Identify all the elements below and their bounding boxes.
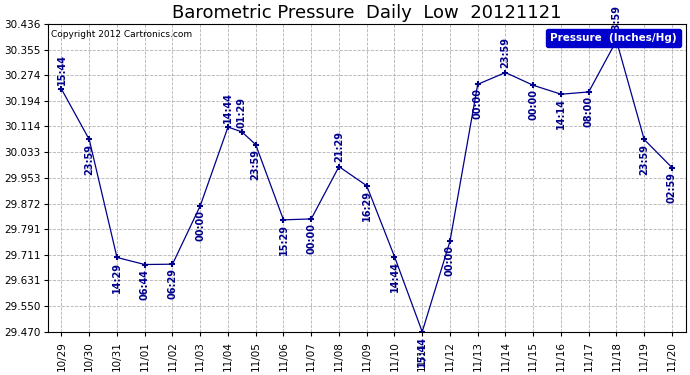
Pressure  (Inches/Hg)	[252, 142, 260, 147]
Pressure  (Inches/Hg)	[640, 137, 649, 142]
Pressure  (Inches/Hg)	[113, 255, 121, 260]
Pressure  (Inches/Hg)	[238, 130, 246, 134]
Pressure  (Inches/Hg)	[473, 82, 482, 87]
Pressure  (Inches/Hg)	[418, 330, 426, 334]
Pressure  (Inches/Hg)	[446, 239, 454, 243]
Text: 23:59: 23:59	[639, 144, 649, 175]
Text: 23:59: 23:59	[250, 149, 261, 180]
Pressure  (Inches/Hg)	[668, 165, 676, 170]
Text: 00:00: 00:00	[473, 88, 483, 120]
Text: 21:29: 21:29	[334, 131, 344, 162]
Text: Copyright 2012 Cartronics.com: Copyright 2012 Cartronics.com	[51, 30, 192, 39]
Text: 14:29: 14:29	[112, 262, 122, 292]
Legend: Pressure  (Inches/Hg): Pressure (Inches/Hg)	[546, 29, 680, 47]
Text: 08:00: 08:00	[584, 96, 593, 127]
Text: 00:00: 00:00	[529, 90, 538, 120]
Text: 14:44: 14:44	[223, 92, 233, 123]
Pressure  (Inches/Hg)	[224, 125, 232, 129]
Pressure  (Inches/Hg)	[529, 83, 538, 87]
Pressure  (Inches/Hg)	[612, 38, 620, 43]
Text: 00:00: 00:00	[306, 223, 316, 254]
Text: 15:29: 15:29	[279, 224, 288, 255]
Text: 00:00: 00:00	[445, 245, 455, 276]
Text: 23:59: 23:59	[611, 6, 622, 36]
Pressure  (Inches/Hg)	[584, 90, 593, 94]
Text: 06:44: 06:44	[140, 268, 150, 300]
Text: 14:14: 14:14	[556, 98, 566, 129]
Pressure  (Inches/Hg)	[502, 70, 510, 75]
Pressure  (Inches/Hg)	[141, 262, 149, 267]
Text: 01:29: 01:29	[237, 97, 247, 128]
Pressure  (Inches/Hg)	[85, 137, 93, 142]
Pressure  (Inches/Hg)	[557, 92, 565, 96]
Text: 16:29: 16:29	[362, 190, 372, 221]
Pressure  (Inches/Hg)	[307, 217, 315, 221]
Text: 15:44: 15:44	[57, 54, 66, 85]
Pressure  (Inches/Hg)	[362, 183, 371, 188]
Text: 00:00: 00:00	[195, 210, 205, 241]
Pressure  (Inches/Hg)	[391, 254, 399, 259]
Line: Pressure  (Inches/Hg): Pressure (Inches/Hg)	[58, 37, 676, 335]
Pressure  (Inches/Hg)	[279, 217, 288, 222]
Text: 06:29: 06:29	[168, 268, 177, 299]
Text: 14:44: 14:44	[389, 261, 400, 292]
Title: Barometric Pressure  Daily  Low  20121121: Barometric Pressure Daily Low 20121121	[172, 4, 562, 22]
Text: 23:59: 23:59	[84, 144, 95, 175]
Text: 02:59: 02:59	[667, 172, 677, 203]
Text: 23:59: 23:59	[500, 38, 511, 68]
Text: 15:44: 15:44	[417, 336, 427, 367]
Pressure  (Inches/Hg)	[168, 262, 177, 267]
Pressure  (Inches/Hg)	[57, 87, 66, 92]
Pressure  (Inches/Hg)	[335, 164, 343, 169]
Pressure  (Inches/Hg)	[196, 204, 204, 208]
